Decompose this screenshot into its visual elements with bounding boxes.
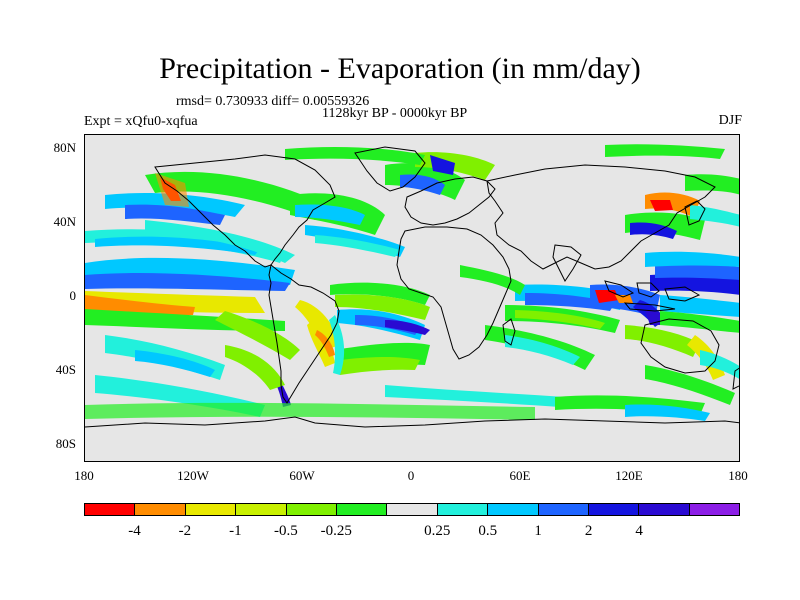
lat-tick-label: 0: [69, 288, 77, 303]
colorbar-tick-label: -0.25: [320, 523, 352, 539]
world-map: [85, 135, 739, 461]
lat-tick-label: 80N: [53, 140, 76, 155]
lon-tick-label: 180: [74, 468, 94, 483]
lon-tick-label: 60W: [289, 468, 315, 483]
colorbar-swatch: [689, 504, 740, 515]
lon-tick-label: 120W: [177, 468, 209, 483]
colorbar-tick-label: 2: [584, 523, 593, 539]
colorbar-swatch: [488, 504, 539, 515]
coastlines: [85, 146, 739, 428]
colorbar-swatch: [639, 504, 690, 515]
colorbar-swatch: [185, 504, 237, 515]
colorbar-tick-label: 0.5: [478, 523, 498, 539]
season-label: DJF: [718, 113, 742, 128]
colorbar-swatch: [437, 504, 489, 515]
colorbar-tick-label: -1: [229, 523, 242, 539]
stats-subtitle: rmsd= 0.730933 diff= 0.00559326: [176, 94, 370, 109]
map-panel: [84, 134, 740, 462]
period-subtitle: 1128kyr BP - 0000kyr BP: [322, 106, 468, 121]
colorbar: [84, 503, 740, 516]
colorbar-swatch: [588, 504, 640, 515]
lon-tick-label: 60E: [509, 468, 531, 483]
lon-tick-label: 180: [728, 468, 748, 483]
colorbar-tick-label: -0.5: [273, 523, 298, 539]
colorbar-swatch: [286, 504, 337, 515]
lon-tick-label: 120E: [615, 468, 643, 483]
colorbar-tick-label: 0.25: [424, 523, 451, 539]
experiment-label: Expt = xQfu0-xqfua: [84, 114, 198, 129]
colorbar-swatch: [336, 504, 388, 515]
chart-title: Precipitation - Evaporation (in mm/day): [159, 52, 641, 85]
lat-tick-label: 40S: [55, 362, 76, 377]
colorbar-swatch: [387, 504, 438, 515]
colorbar-swatch: [538, 504, 589, 515]
colorbar-tick-label: -2: [178, 523, 192, 539]
lat-tick-label: 40N: [53, 214, 76, 229]
lat-tick-label: 80S: [55, 436, 76, 451]
colorbar-tick-label: 1: [534, 523, 542, 539]
colorbar-swatch: [135, 504, 186, 515]
colorbar-tick-label: -4: [128, 523, 141, 539]
colorbar-swatch: [85, 504, 136, 515]
colorbar-tick-label: 4: [635, 523, 643, 539]
lon-tick-label: 0: [407, 468, 415, 483]
colorbar-swatch: [236, 504, 287, 515]
